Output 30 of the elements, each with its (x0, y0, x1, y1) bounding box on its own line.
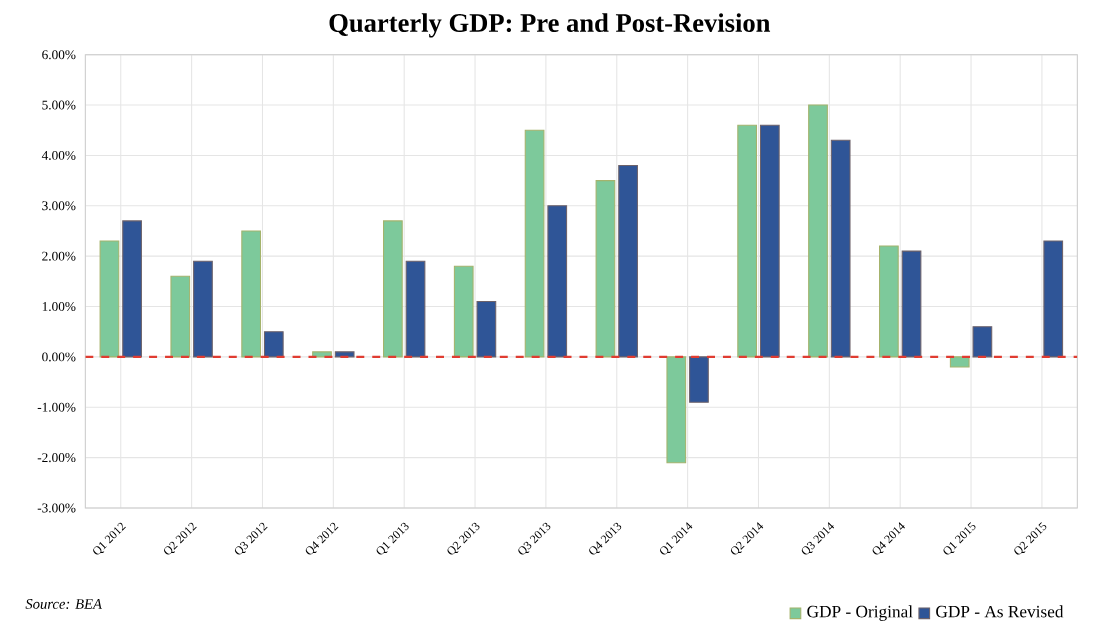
bar (263, 331, 284, 358)
chart-title: Quarterly GDP: Pre and Post-Revision (329, 13, 771, 38)
bar (383, 220, 403, 358)
bar (618, 164, 638, 358)
bar (193, 260, 213, 358)
bar (972, 326, 993, 358)
bar (241, 230, 262, 358)
bar (737, 124, 758, 358)
bar (453, 265, 474, 358)
legend-label: GDP - As Revised (936, 605, 1064, 618)
bar (122, 220, 142, 358)
bar (170, 275, 191, 358)
bar (405, 260, 426, 358)
bar (524, 129, 545, 358)
bar (547, 205, 568, 358)
bar (99, 240, 120, 358)
bar (476, 300, 497, 358)
bar (759, 124, 780, 358)
bar (808, 104, 828, 358)
bar (901, 250, 922, 358)
bar (689, 356, 709, 403)
bar (879, 245, 899, 358)
bar (666, 356, 687, 464)
bar (1043, 240, 1064, 358)
bar (595, 180, 616, 358)
bar (830, 139, 851, 358)
bar (334, 351, 355, 358)
bar (312, 351, 332, 358)
bar (949, 356, 970, 368)
legend-label: GDP - Original (807, 605, 913, 621)
